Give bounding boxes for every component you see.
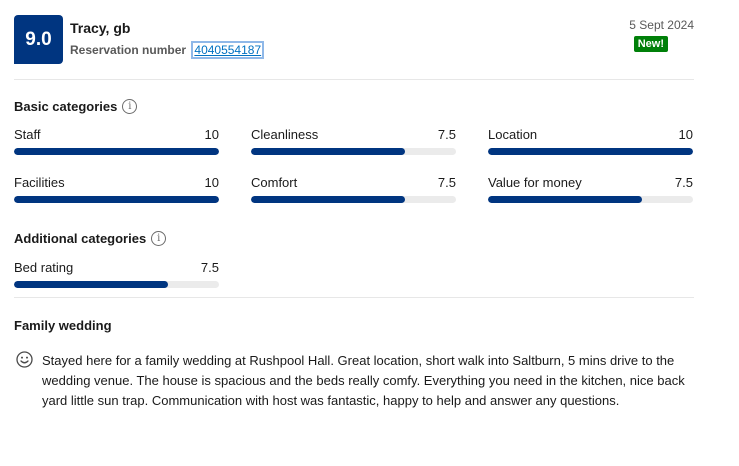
category-label: Comfort [251, 175, 298, 190]
reservation-line: Reservation number 4040554187 [70, 41, 265, 59]
basic-categories-title: Basic categories [14, 99, 118, 114]
smiley-icon [16, 351, 33, 368]
category-bar [488, 196, 693, 203]
info-icon[interactable]: i [122, 99, 138, 114]
category-value: 10 [678, 127, 693, 142]
additional-categories-heading: Additional categories i [14, 231, 167, 246]
review-positive-text: Stayed here for a family wedding at Rush… [42, 353, 685, 408]
category-bar [251, 196, 456, 203]
category-bar-fill [14, 281, 168, 288]
categories-divider [14, 297, 694, 298]
category-facilities: Facilities 10 [14, 175, 219, 205]
category-bar [14, 148, 219, 155]
category-staff: Staff 10 [14, 127, 219, 157]
category-bar-fill [488, 196, 642, 203]
category-bar [14, 281, 219, 288]
additional-categories-title: Additional categories [14, 231, 147, 246]
category-bar [488, 148, 693, 155]
new-badge: New! [633, 36, 668, 52]
category-bar [251, 148, 456, 155]
basic-categories-heading: Basic categories i [14, 99, 138, 114]
category-bar-fill [251, 148, 405, 155]
category-value: 7.5 [437, 127, 456, 142]
category-value: 10 [204, 127, 219, 142]
reservation-label: Reservation number [70, 43, 187, 57]
category-bar-fill [488, 148, 693, 155]
category-label: Bed rating [14, 260, 74, 275]
info-icon[interactable]: i [151, 231, 167, 246]
category-value: 7.5 [674, 175, 693, 190]
header-divider [14, 79, 694, 80]
review-title: Family wedding [14, 318, 112, 333]
category-bar-fill [14, 196, 219, 203]
category-label: Value for money [488, 175, 582, 190]
category-label: Cleanliness [251, 127, 319, 142]
category-value: 7.5 [200, 260, 219, 275]
reservation-number-link[interactable]: 4040554187 [191, 41, 265, 59]
category-label: Facilities [14, 175, 65, 190]
category-cleanliness: Cleanliness 7.5 [251, 127, 456, 157]
category-label: Staff [14, 127, 41, 142]
category-bar-fill [14, 148, 219, 155]
category-comfort: Comfort 7.5 [251, 175, 456, 205]
category-value: 7.5 [437, 175, 456, 190]
category-location: Location 10 [488, 127, 693, 157]
review-score-badge: 9.0 [14, 15, 63, 64]
review-header: 9.0 Tracy, gb Reservation number 4040554… [14, 15, 694, 65]
guest-name: Tracy, gb [70, 20, 131, 36]
category-bed-rating: Bed rating 7.5 [14, 260, 219, 290]
category-value: 10 [204, 175, 219, 190]
category-value-for-money: Value for money 7.5 [488, 175, 693, 205]
category-bar [14, 196, 219, 203]
review-date: 5 Sept 2024 [629, 18, 694, 32]
category-label: Location [488, 127, 538, 142]
category-bar-fill [251, 196, 405, 203]
